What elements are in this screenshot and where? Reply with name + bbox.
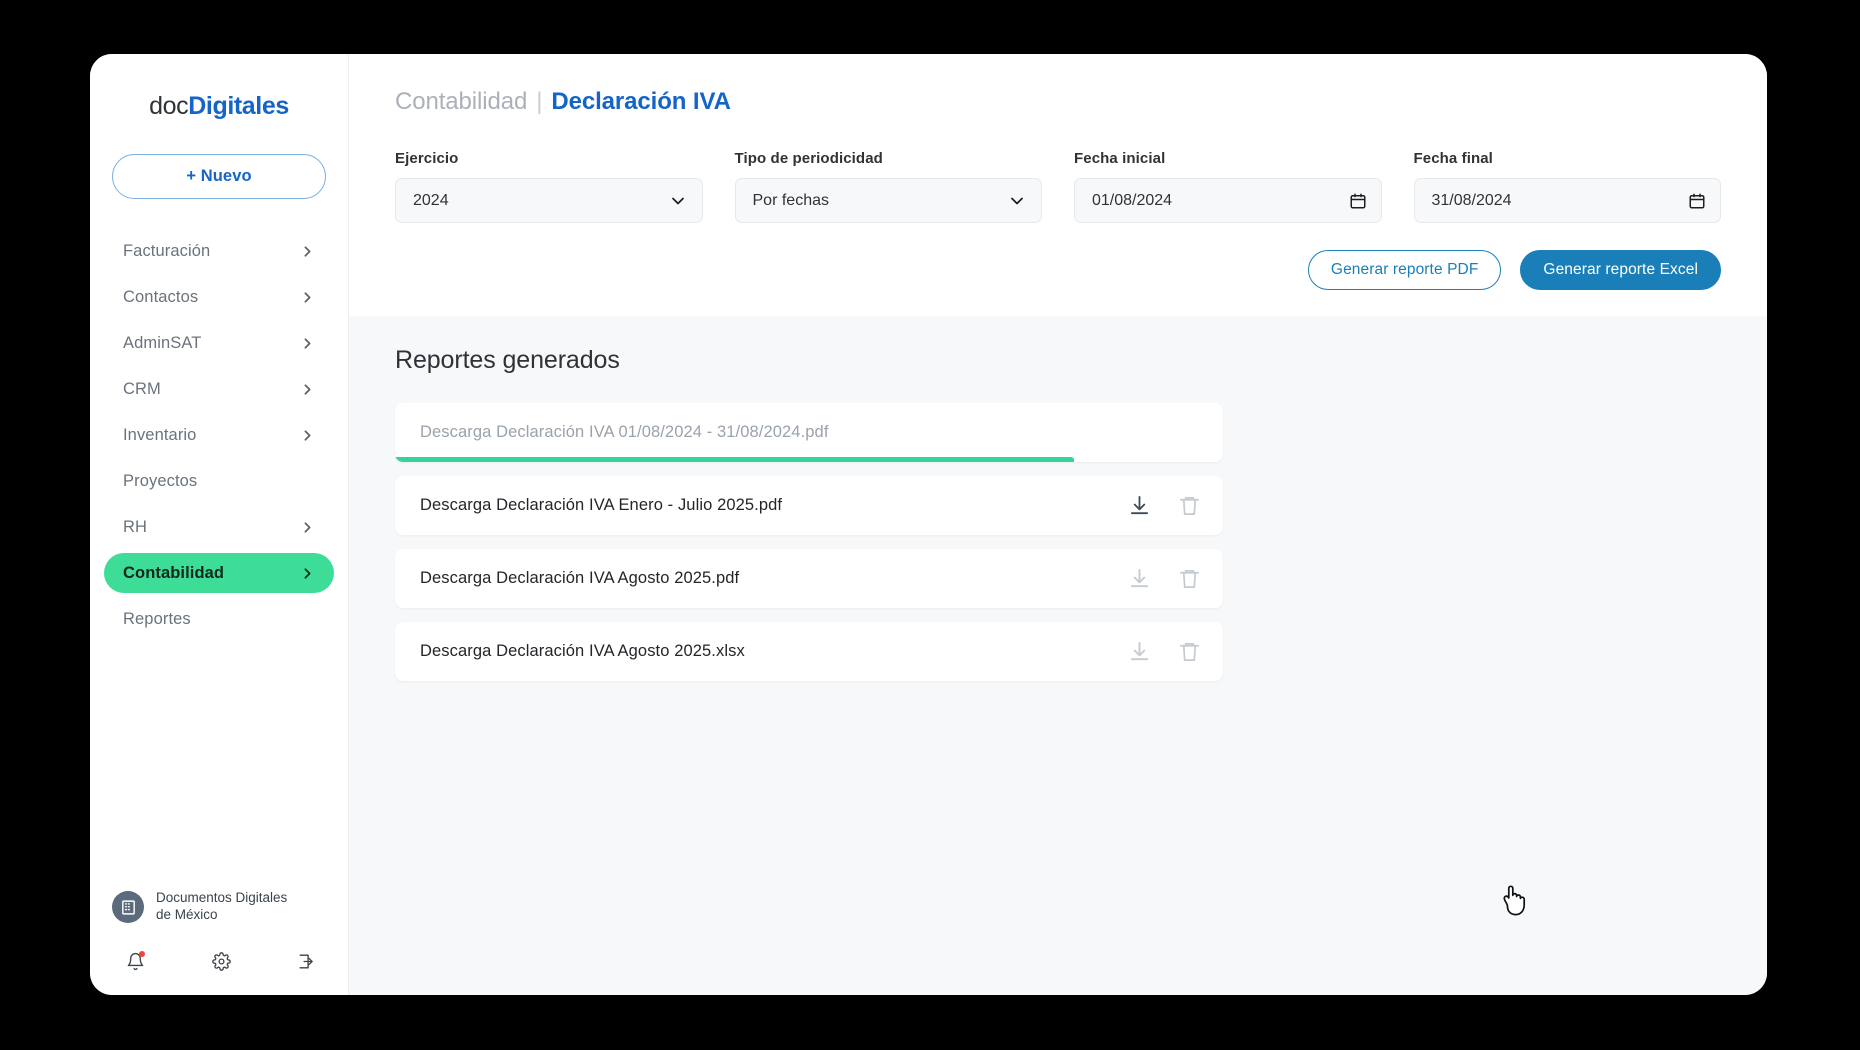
date-input-fecha-inicial[interactable]: 01/08/2024	[1074, 178, 1382, 223]
report-row[interactable]: Descarga Declaración IVA 01/08/2024 - 31…	[395, 403, 1223, 462]
reports-section: Reportes generados Descarga Declaración …	[349, 316, 1767, 995]
label-fecha-final: Fecha final	[1413, 150, 1493, 167]
label-ejercicio: Ejercicio	[395, 150, 459, 167]
report-row-actions	[1128, 567, 1201, 590]
logo-text-digitales: Digitales	[188, 92, 289, 120]
chevron-right-icon	[299, 519, 316, 536]
report-row[interactable]: Descarga Declaración IVA Agosto 2025.xls…	[395, 622, 1223, 681]
generate-pdf-button[interactable]: Generar reporte PDF	[1307, 250, 1502, 290]
sidebar-item-contactos[interactable]: Contactos	[104, 277, 334, 317]
sidebar-item-label: CRM	[123, 379, 161, 398]
report-row-actions	[1128, 494, 1201, 517]
sidebar-item-reportes[interactable]: Reportes	[104, 599, 334, 639]
generate-excel-button[interactable]: Generar reporte Excel	[1520, 250, 1721, 290]
notification-badge	[139, 951, 145, 957]
breadcrumb-current: Declaración IVA	[551, 88, 731, 115]
sidebar-item-proyectos[interactable]: Proyectos	[104, 461, 334, 501]
breadcrumb: Contabilidad | Declaración IVA	[395, 88, 1721, 116]
date-input-fecha-inicial-value: 01/08/2024	[1092, 191, 1173, 209]
building-icon	[112, 891, 144, 924]
sidebar-footer: Documentos Digitales de México	[90, 890, 348, 995]
sidebar-item-label: Facturación	[123, 241, 211, 260]
delete-trash-icon[interactable]	[1178, 640, 1201, 663]
chevron-right-icon	[299, 427, 316, 444]
logo-text-doc: doc	[149, 92, 189, 120]
new-button[interactable]: + Nuevo	[112, 154, 326, 199]
sidebar-item-crm[interactable]: CRM	[104, 369, 334, 409]
label-fecha-inicial: Fecha inicial	[1074, 150, 1166, 167]
sidebar-item-label: Contactos	[123, 287, 199, 306]
chevron-right-icon	[299, 243, 316, 260]
chevron-down-icon	[1007, 191, 1027, 211]
sidebar-item-label: AdminSAT	[123, 333, 202, 352]
organization-name: Documentos Digitales de México	[156, 890, 288, 923]
report-filename: Descarga Declaración IVA 01/08/2024 - 31…	[420, 423, 829, 441]
select-ejercicio[interactable]: 2024	[395, 178, 703, 223]
field-ejercicio: Ejercicio 2024	[395, 150, 703, 223]
mouse-cursor	[1497, 883, 1527, 926]
delete-trash-icon[interactable]	[1178, 567, 1201, 590]
field-periodicidad: Tipo de periodicidad Por fechas	[734, 150, 1042, 223]
sidebar-item-label: Inventario	[123, 425, 197, 444]
reports-list: Descarga Declaración IVA 01/08/2024 - 31…	[395, 403, 1223, 681]
report-row[interactable]: Descarga Declaración IVA Agosto 2025.pdf	[395, 549, 1223, 608]
select-ejercicio-value: 2024	[413, 191, 449, 209]
chevron-down-icon	[668, 191, 688, 211]
report-row[interactable]: Descarga Declaración IVA Enero - Julio 2…	[395, 476, 1223, 535]
delete-trash-icon[interactable]	[1178, 494, 1201, 517]
sidebar-item-inventario[interactable]: Inventario	[104, 415, 334, 455]
chevron-right-icon	[299, 335, 316, 352]
download-progress-bar	[395, 457, 1074, 462]
settings-gear-icon[interactable]	[211, 952, 231, 971]
sidebar-item-rh[interactable]: RH	[104, 507, 334, 547]
sidebar-item-adminsat[interactable]: AdminSAT	[104, 323, 334, 363]
select-periodicidad-value: Por fechas	[752, 191, 829, 209]
select-periodicidad[interactable]: Por fechas	[734, 178, 1042, 223]
date-input-fecha-final-value: 31/08/2024	[1431, 191, 1512, 209]
download-icon[interactable]	[1128, 640, 1151, 663]
report-filename: Descarga Declaración IVA Agosto 2025.xls…	[420, 642, 745, 660]
sidebar-item-label: Proyectos	[123, 471, 198, 490]
chevron-right-icon	[299, 289, 316, 306]
chevron-right-icon	[299, 381, 316, 398]
reports-section-title: Reportes generados	[395, 346, 620, 374]
filters-panel: Contabilidad | Declaración IVA Ejercicio 2…	[349, 54, 1767, 316]
notifications-bell-icon[interactable]	[126, 951, 145, 971]
sidebar-footer-icons	[90, 951, 348, 971]
date-input-fecha-final[interactable]: 31/08/2024	[1413, 178, 1721, 223]
logout-icon[interactable]	[297, 952, 316, 971]
label-periodicidad: Tipo de periodicidad	[734, 150, 883, 167]
report-filename: Descarga Declaración IVA Enero - Julio 2…	[420, 496, 783, 514]
app-logo: docDigitales	[90, 54, 348, 121]
chevron-right-icon	[299, 565, 316, 582]
report-filename: Descarga Declaración IVA Agosto 2025.pdf	[420, 569, 740, 587]
sidebar-item-contabilidad[interactable]: Contabilidad	[104, 553, 334, 593]
sidebar-item-facturaci-n[interactable]: Facturación	[104, 231, 334, 271]
breadcrumb-parent[interactable]: Contabilidad	[395, 88, 528, 115]
sidebar-nav: Facturación Contactos AdminSAT CRM Inventari…	[90, 225, 348, 645]
sidebar-item-label: Contabilidad	[123, 563, 225, 582]
report-row-actions	[1128, 640, 1201, 663]
download-icon[interactable]	[1128, 494, 1151, 517]
sidebar-item-label: RH	[123, 517, 148, 536]
breadcrumb-separator: |	[536, 88, 543, 115]
app-window: docDigitales + Nuevo Facturación Contacto…	[90, 54, 1767, 995]
report-actions: Generar reporte PDF Generar reporte Exce…	[395, 250, 1721, 290]
main-content: Contabilidad | Declaración IVA Ejercicio 2…	[349, 54, 1767, 995]
organization-block[interactable]: Documentos Digitales de México	[90, 890, 348, 924]
filter-row: Ejercicio 2024 Tipo de periodicidad Por …	[395, 150, 1721, 223]
field-fecha-final: Fecha final 31/08/2024	[1413, 150, 1721, 223]
field-fecha-inicial: Fecha inicial 01/08/2024	[1074, 150, 1382, 223]
calendar-icon[interactable]	[1688, 192, 1706, 210]
sidebar: docDigitales + Nuevo Facturación Contacto…	[90, 54, 349, 995]
sidebar-item-label: Reportes	[123, 609, 191, 628]
calendar-icon[interactable]	[1349, 192, 1367, 210]
download-icon[interactable]	[1128, 567, 1151, 590]
